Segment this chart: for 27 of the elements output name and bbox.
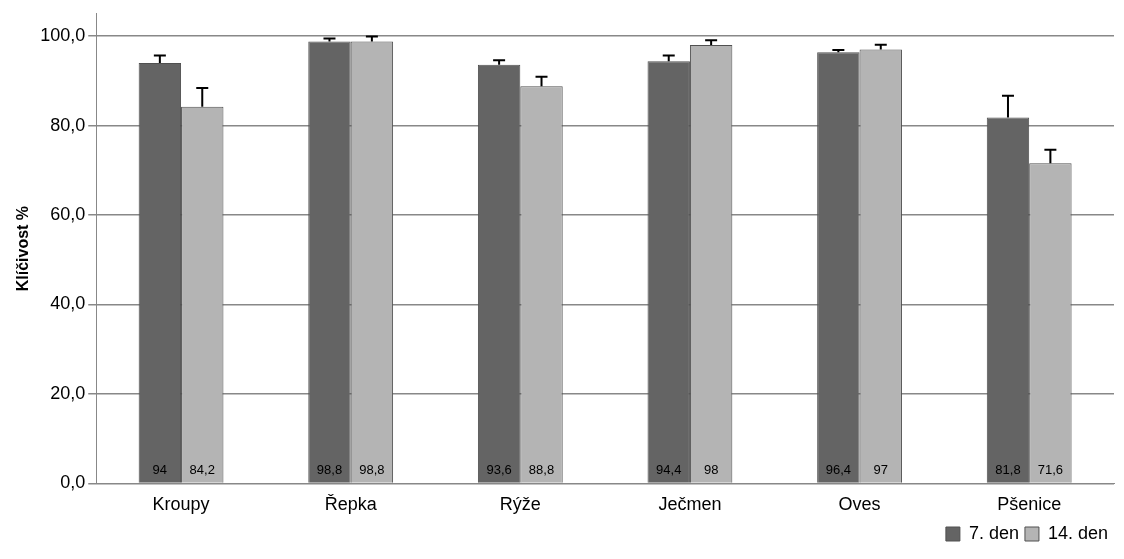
- x-tick-label: Ječmen: [658, 494, 722, 515]
- y-axis-title: Klíčivost %: [14, 205, 32, 292]
- x-tick-label: Kroupy: [152, 494, 210, 515]
- legend-label: 7. den: [968, 522, 1019, 543]
- y-tick-label: 40,0: [50, 293, 86, 314]
- data-label: 98,8: [316, 462, 343, 478]
- data-label: 71,6: [1037, 462, 1064, 478]
- y-tick-label: 60,0: [50, 204, 86, 225]
- data-label: 96,4: [825, 462, 852, 478]
- data-label: 98,8: [359, 462, 385, 478]
- y-tick-label: 20,0: [50, 382, 86, 403]
- y-tick-label: 100,0: [40, 25, 86, 46]
- data-label: 94,4: [656, 462, 682, 478]
- data-label: 84,2: [189, 462, 215, 478]
- x-tick-label: Řepka: [324, 494, 378, 515]
- data-label: 88,8: [528, 462, 555, 478]
- data-label: 81,8: [995, 462, 1021, 478]
- y-tick-label: 80,0: [50, 114, 86, 135]
- data-label: 97: [873, 462, 888, 478]
- legend-label: 14. den: [1047, 522, 1109, 543]
- y-tick-label: 0,0: [60, 472, 86, 493]
- x-tick-label: Pšenice: [997, 494, 1062, 515]
- data-label: 93,6: [486, 462, 512, 478]
- data-label: 98: [703, 462, 719, 478]
- x-tick-label: Oves: [838, 494, 881, 515]
- x-tick-label: Rýže: [499, 494, 541, 515]
- data-label: 94: [152, 462, 168, 478]
